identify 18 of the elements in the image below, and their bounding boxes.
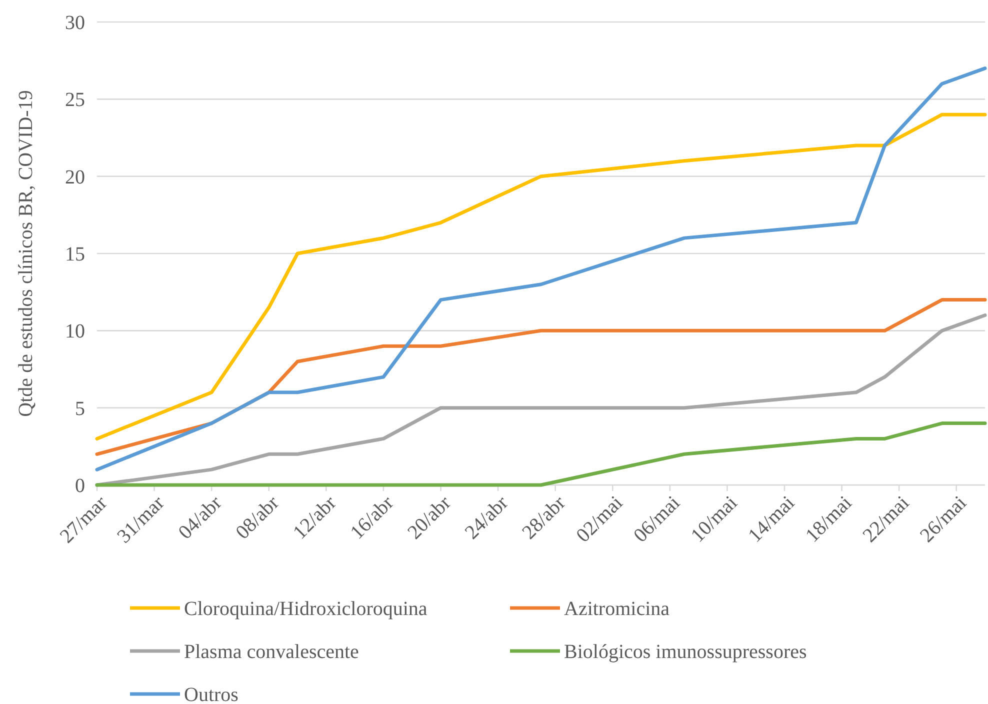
- legend-label: Cloroquina/Hidroxicloroquina: [184, 598, 428, 620]
- legend-label: Plasma convalescente: [184, 641, 360, 663]
- y-tick-label: 10: [65, 320, 85, 343]
- y-tick-label: 5: [75, 398, 85, 420]
- legend-label: Biológicos imunossupressores: [564, 641, 807, 663]
- line-series: [95, 112, 987, 440]
- y-tick-label: 15: [65, 244, 85, 266]
- line-series: [95, 422, 987, 487]
- y-axis-title: Qtde de estudos clínicos BR, COVID-19: [15, 90, 37, 417]
- line-series: [95, 66, 987, 472]
- y-tick-label: 20: [65, 166, 85, 188]
- legend-label: Outros: [184, 684, 239, 704]
- legend-label: Azitromicina: [564, 598, 670, 620]
- line-series: [95, 313, 987, 487]
- y-tick-label: 25: [65, 89, 85, 112]
- line-series: [95, 298, 987, 456]
- y-tick-label: 0: [75, 475, 85, 497]
- y-tick-label: 30: [65, 12, 85, 34]
